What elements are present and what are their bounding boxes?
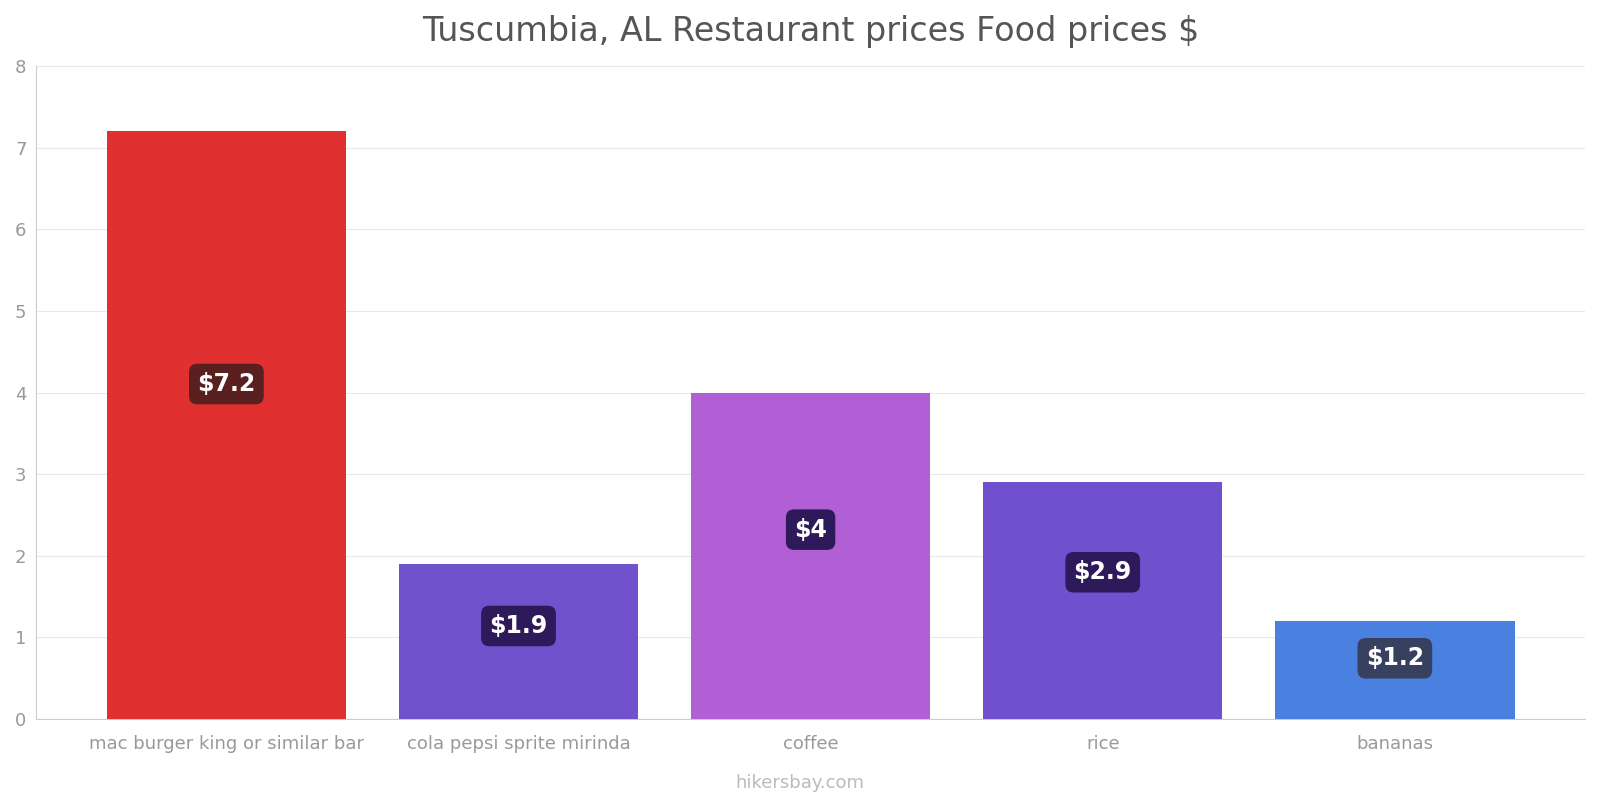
Bar <box>982 482 1222 719</box>
Title: Tuscumbia, AL Restaurant prices Food prices $: Tuscumbia, AL Restaurant prices Food pri… <box>422 15 1200 48</box>
Text: $1.9: $1.9 <box>490 614 547 638</box>
Text: $4: $4 <box>794 518 827 542</box>
Text: $1.2: $1.2 <box>1366 646 1424 670</box>
Text: $7.2: $7.2 <box>197 372 256 396</box>
Text: $2.9: $2.9 <box>1074 560 1131 584</box>
Bar <box>1275 621 1515 719</box>
Text: hikersbay.com: hikersbay.com <box>736 774 864 792</box>
Bar <box>691 393 930 719</box>
Bar <box>107 131 346 719</box>
Bar <box>398 564 638 719</box>
